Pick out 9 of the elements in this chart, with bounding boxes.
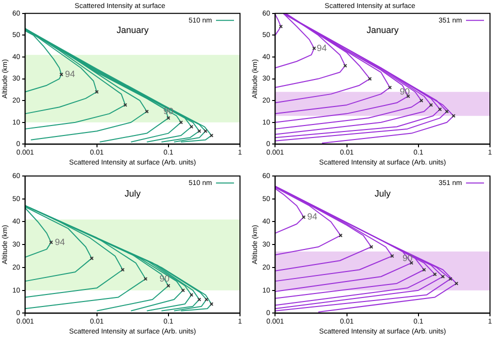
text: January	[366, 24, 400, 35]
annotation: 94	[316, 42, 327, 53]
text: July	[374, 188, 392, 198]
text: July	[124, 188, 142, 198]
annotation: 94	[307, 212, 318, 222]
annotation: 94	[65, 68, 76, 79]
annotation: 94	[54, 236, 65, 247]
text: January	[116, 24, 150, 35]
annotation: 90	[163, 106, 174, 116]
